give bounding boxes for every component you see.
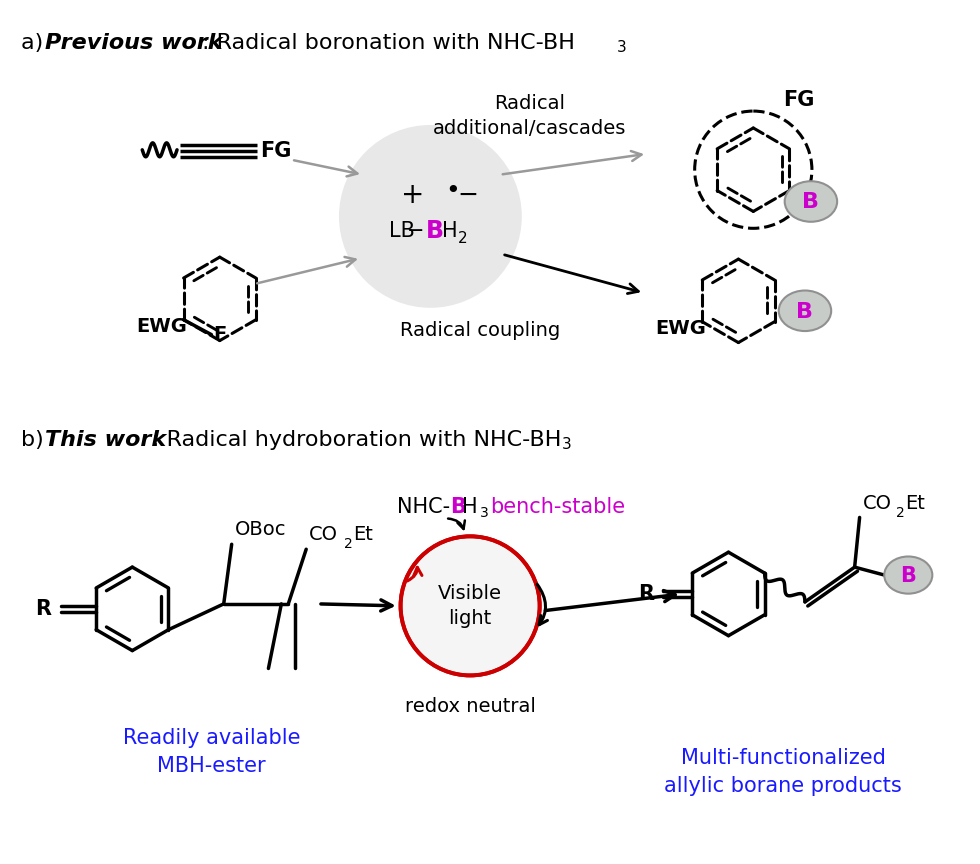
Text: 3: 3 <box>562 437 571 452</box>
Text: R: R <box>639 584 655 604</box>
Text: b): b) <box>21 430 51 450</box>
Circle shape <box>339 125 521 308</box>
Text: B: B <box>450 497 466 517</box>
Text: R: R <box>35 599 51 619</box>
Circle shape <box>401 537 540 676</box>
Text: B: B <box>803 193 819 213</box>
Text: B: B <box>797 302 813 321</box>
Text: NHC-: NHC- <box>397 497 450 517</box>
Text: H: H <box>442 221 458 241</box>
Text: a): a) <box>21 33 50 53</box>
Text: Radical
additional/cascades: Radical additional/cascades <box>433 94 626 138</box>
Text: This work: This work <box>45 430 166 450</box>
Text: FG: FG <box>261 141 292 161</box>
Text: FG: FG <box>783 90 814 110</box>
Text: H: H <box>463 497 478 517</box>
Text: OBoc: OBoc <box>234 520 286 539</box>
Text: Readily available
MBH-ester: Readily available MBH-ester <box>123 728 301 776</box>
Text: Et: Et <box>353 525 372 544</box>
Text: +: + <box>401 181 424 208</box>
Text: 2: 2 <box>459 231 467 245</box>
Text: Et: Et <box>906 494 925 513</box>
Text: B: B <box>425 219 443 244</box>
Text: F: F <box>214 325 226 344</box>
Ellipse shape <box>785 181 837 222</box>
Text: Previous work: Previous work <box>45 33 222 53</box>
Ellipse shape <box>779 290 831 331</box>
Text: : Radical hydroboration with NHC-BH: : Radical hydroboration with NHC-BH <box>152 430 562 450</box>
Text: : Radical boronation with NHC-BH: : Radical boronation with NHC-BH <box>202 33 574 53</box>
Text: CO: CO <box>309 525 338 544</box>
Text: −: − <box>407 221 424 241</box>
Text: Radical coupling: Radical coupling <box>400 321 561 340</box>
Text: redox neutral: redox neutral <box>405 697 535 716</box>
Text: Visible
light: Visible light <box>438 584 502 628</box>
Text: bench-stable: bench-stable <box>490 497 625 517</box>
Ellipse shape <box>884 556 932 594</box>
Text: •: • <box>445 179 460 202</box>
Text: 2: 2 <box>344 537 353 551</box>
Text: LB: LB <box>389 221 415 241</box>
Text: −: − <box>458 182 478 206</box>
Text: 3: 3 <box>617 40 627 54</box>
Text: EWG: EWG <box>655 319 706 338</box>
Text: EWG: EWG <box>136 317 187 336</box>
Text: 3: 3 <box>480 506 489 520</box>
Text: Multi-functionalized
allylic borane products: Multi-functionalized allylic borane prod… <box>664 748 902 796</box>
Text: 2: 2 <box>897 506 906 520</box>
Text: B: B <box>901 566 916 586</box>
Text: CO: CO <box>862 494 892 513</box>
